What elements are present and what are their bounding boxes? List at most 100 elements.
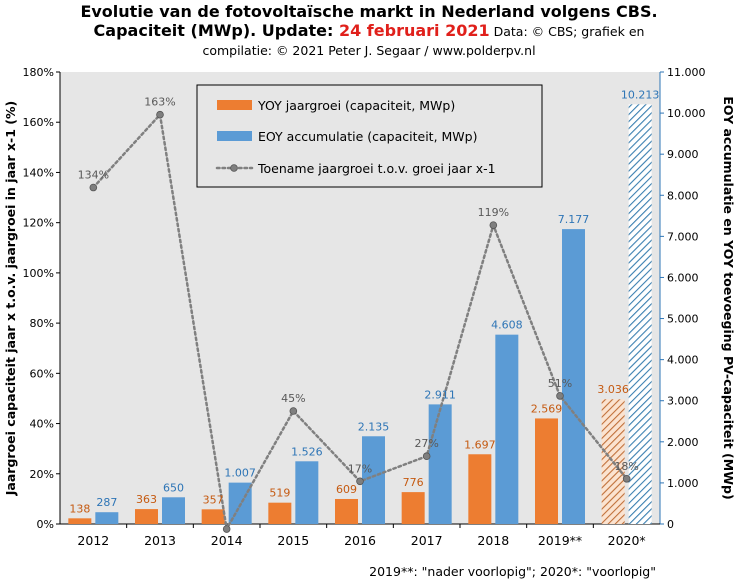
- left-tick-label: 120%: [23, 217, 54, 230]
- bars: [68, 104, 652, 524]
- growth-point: [356, 477, 364, 486]
- eoy-bar: [562, 229, 585, 524]
- growth-point: [556, 392, 564, 400]
- legend-entry-label: Toename jaargroei t.o.v. groei jaar x-1: [257, 161, 496, 176]
- growth-point: [89, 183, 98, 192]
- footnote: 2019**: "nader voorlopig"; 2020*: "voorl…: [369, 564, 656, 579]
- yoy-value-label: 357: [203, 493, 224, 506]
- x-tick-label: 2013: [144, 533, 176, 548]
- left-tick-label: 160%: [23, 116, 54, 129]
- x-tick-label: 2015: [277, 533, 309, 548]
- growth-value-label: 163%: [144, 96, 175, 109]
- legend-swatch-yoy: [217, 100, 252, 110]
- growth-line: [89, 110, 631, 533]
- title-line-3: compilatie: © 2021 Peter J. Segaar / www…: [202, 43, 536, 58]
- growth-point: [289, 407, 298, 415]
- yoy-value-label: 609: [336, 483, 357, 496]
- eoy-value-label: 10.213: [621, 88, 660, 101]
- growth-value-label: 17%: [348, 462, 372, 475]
- growth-value-label: 119%: [478, 206, 509, 219]
- eoy-bar: [295, 461, 319, 524]
- legend-swatch-growth-marker: [230, 164, 238, 172]
- eoy-bar: [495, 334, 519, 524]
- yoy-value-label: 138: [69, 502, 90, 515]
- eoy-value-label: 2.911: [424, 388, 456, 401]
- yoy-value-label: 776: [403, 476, 424, 489]
- yoy-bar: [401, 492, 425, 524]
- eoy-bar: [362, 436, 385, 524]
- x-tick-label: 2014: [211, 533, 243, 548]
- eoy-value-label: 4.608: [491, 319, 523, 332]
- left-tick-label: 140%: [23, 166, 54, 179]
- right-tick-label: 4.000: [667, 354, 699, 367]
- left-tick-label: 60%: [30, 367, 54, 380]
- right-tick-label: 9.000: [667, 148, 699, 161]
- growth-value-label: 51%: [548, 377, 572, 390]
- legend-swatch-eoy: [217, 131, 252, 141]
- right-tick-label: 5.000: [667, 313, 699, 326]
- legend-entry-label: YOY jaargroei (capaciteit, MWp): [257, 98, 455, 113]
- yoy-bar: [535, 418, 558, 524]
- x-tick-label: 2018: [477, 533, 509, 548]
- eoy-bar: [428, 404, 452, 524]
- yoy-value-label: 363: [136, 493, 157, 506]
- right-tick-label: 10.000: [667, 107, 706, 120]
- left-tick-label: 80%: [30, 317, 54, 330]
- right-tick-label: 1.000: [667, 477, 699, 490]
- x-tick-label: 2016: [344, 533, 376, 548]
- yoy-bar: [201, 509, 225, 524]
- growth-point: [489, 221, 498, 229]
- left-tick-label: 100%: [23, 267, 54, 280]
- data-source: Data: © CBS; grafiek en: [489, 24, 645, 39]
- eoy-value-label: 2.135: [358, 420, 390, 433]
- eoy-value-label: 650: [163, 481, 184, 494]
- legend: YOY jaargroei (capaciteit, MWp) EOY accum…: [196, 84, 543, 188]
- right-tick-label: 2.000: [667, 436, 699, 449]
- growth-value-label: 18%: [614, 460, 638, 473]
- right-tick-label: 11.000: [667, 66, 706, 79]
- left-tick-label: 180%: [23, 66, 54, 79]
- left-tick-label: 0%: [37, 518, 54, 531]
- right-tick-label: 7.000: [667, 230, 699, 243]
- title-main: Capaciteit (MWp). Update:: [93, 21, 339, 40]
- title-line-1: Evolutie van de fotovoltaïsche markt in …: [80, 2, 658, 21]
- y-axis-label-left: Jaargroei capaciteit jaar x t.o.v. jaarg…: [3, 101, 18, 496]
- yoy-bar: [335, 498, 358, 524]
- eoy-value-label: 7.177: [558, 213, 590, 226]
- growth-point: [156, 110, 164, 119]
- right-tick-label: 8.000: [667, 189, 699, 202]
- x-tick-label: 2020*: [608, 533, 646, 548]
- legend-box: [196, 84, 543, 188]
- yoy-bar: [268, 502, 292, 524]
- yoy-value-label: 2.569: [531, 402, 563, 415]
- eoy-value-label: 1.007: [224, 467, 256, 480]
- eoy-bar: [95, 512, 119, 524]
- growth-value-label: 45%: [281, 392, 305, 405]
- legend-entry-label: EOY accumulatie (capaciteit, MWp): [258, 129, 477, 144]
- eoy-bar: [628, 104, 652, 524]
- left-tick-label: 20%: [30, 468, 54, 481]
- x-tick-label: 2012: [77, 533, 109, 548]
- chart-title: Evolutie van de fotovoltaïsche markt in …: [0, 2, 738, 60]
- eoy-value-label: 1.526: [291, 445, 323, 458]
- title-line-2: Capaciteit (MWp). Update: 24 februari 20…: [0, 21, 738, 41]
- growth-value-label: 27%: [414, 437, 438, 450]
- update-date: 24 februari 2021: [338, 21, 490, 40]
- yoy-bar: [468, 454, 492, 524]
- yoy-bar: [68, 518, 92, 524]
- growth-point: [422, 452, 431, 461]
- right-tick-label: 0: [667, 518, 674, 531]
- growth-point: [222, 525, 231, 533]
- yoy-value-label: 1.697: [464, 438, 496, 451]
- y-axis-label-right: EOY accumulatie en YOY toevoeging PV-cap…: [721, 96, 736, 499]
- x-tick-label: 2019**: [538, 533, 582, 548]
- eoy-bar: [162, 497, 185, 524]
- left-tick-label: 40%: [30, 418, 54, 431]
- yoy-bar: [135, 509, 158, 524]
- growth-point: [622, 474, 631, 483]
- yoy-value-label: 3.036: [597, 383, 629, 396]
- eoy-value-label: 287: [96, 496, 117, 509]
- right-tick-label: 3.000: [667, 395, 699, 408]
